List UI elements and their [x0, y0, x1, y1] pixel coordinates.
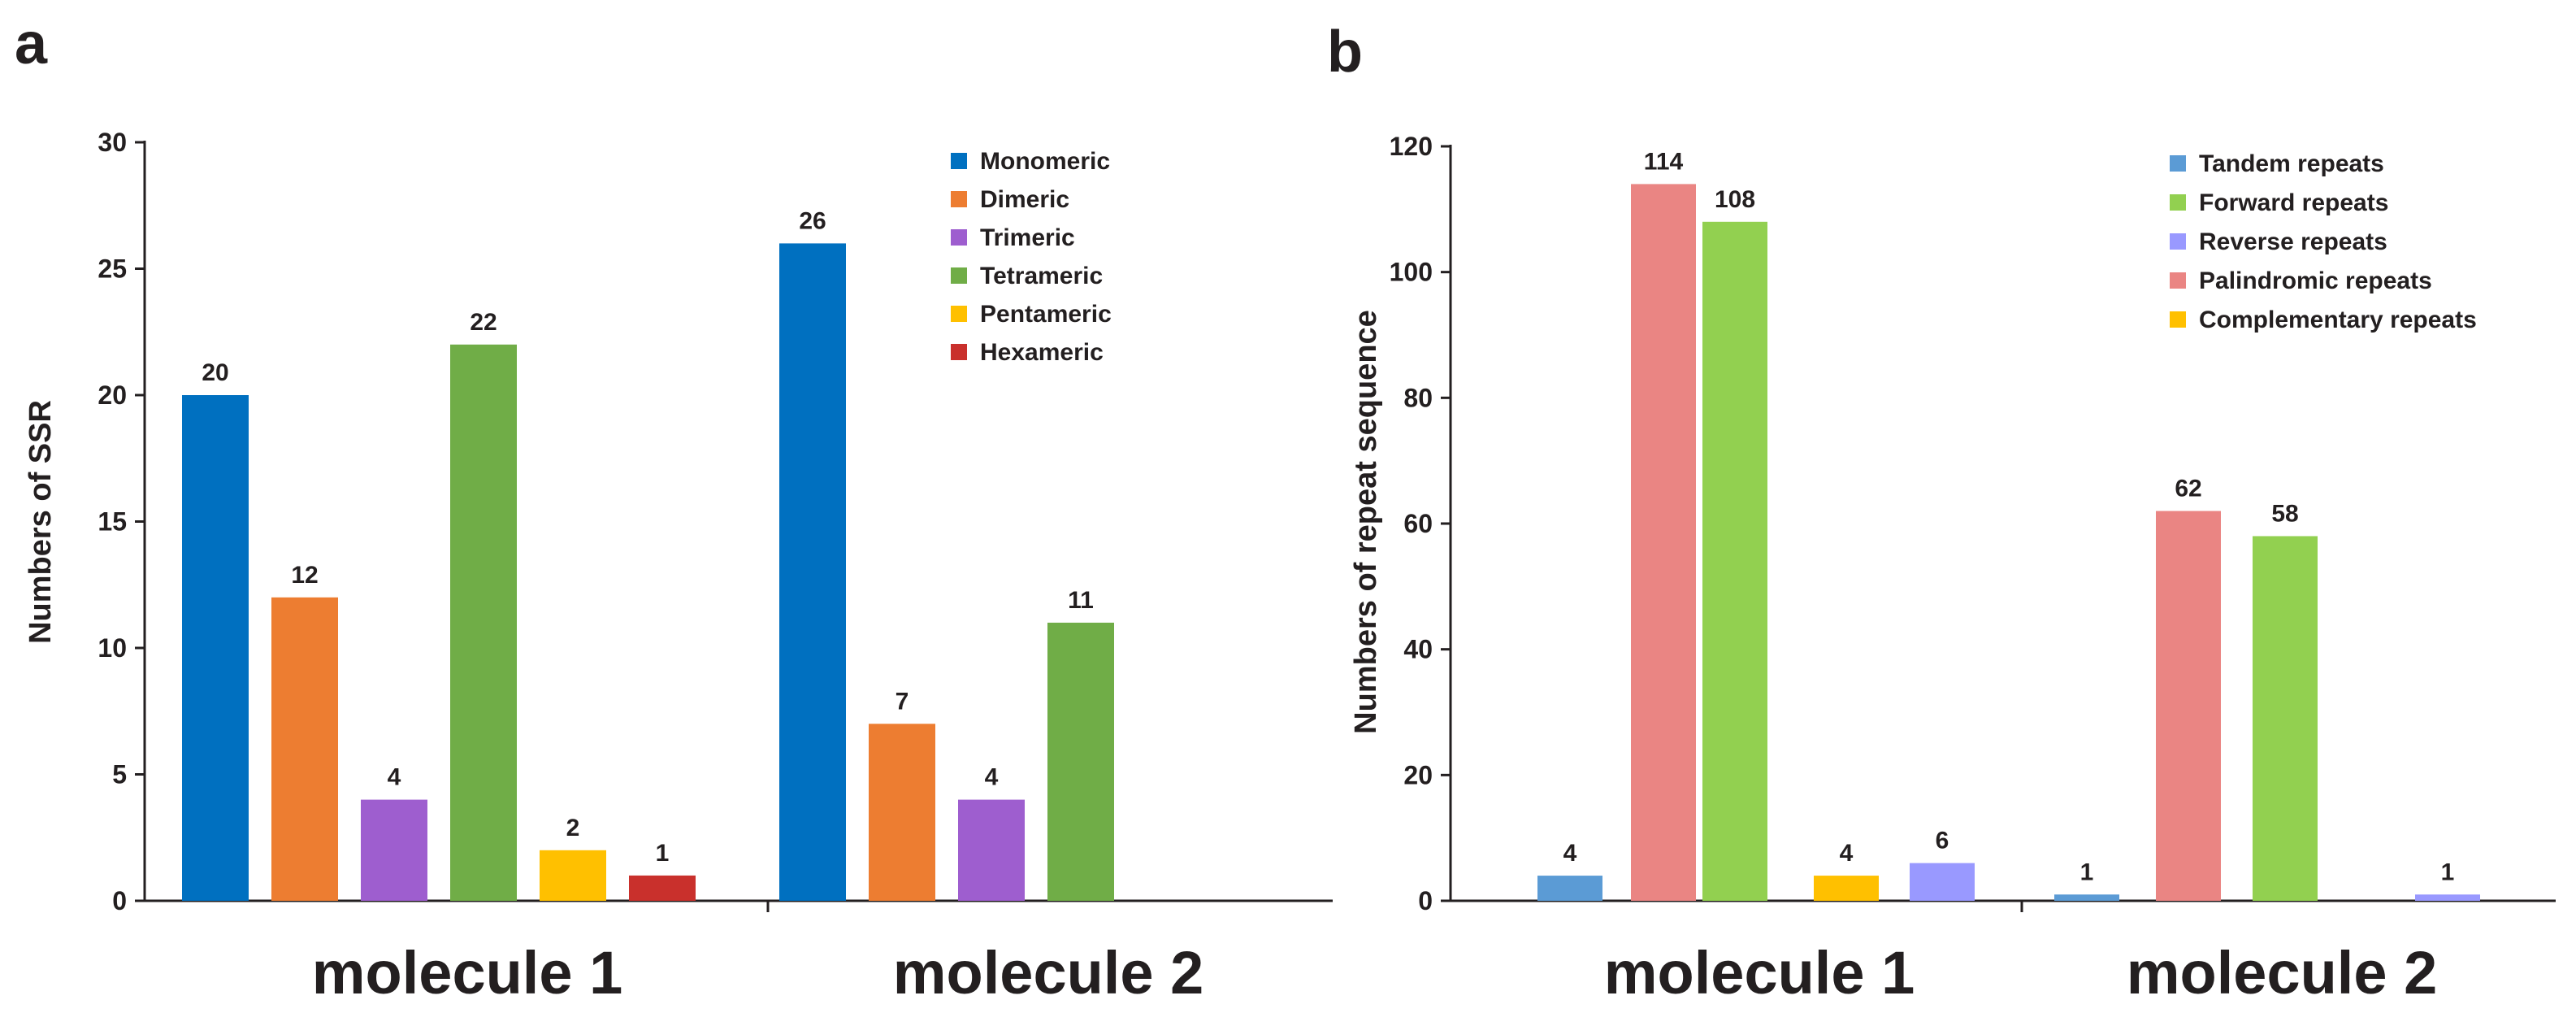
data-label: 4	[1563, 840, 1577, 867]
legend-swatch	[951, 267, 967, 284]
legend-swatch	[2170, 155, 2186, 172]
panel-label-b: b	[1327, 20, 1363, 85]
bar-hexameric	[629, 875, 696, 901]
y-tick-label: 30	[98, 128, 127, 157]
category-label: molecule 2	[893, 939, 1204, 1006]
legend-swatch	[2170, 194, 2186, 211]
legend-swatch	[951, 153, 967, 169]
data-label: 20	[202, 359, 228, 386]
y-tick-label: 5	[112, 760, 127, 789]
bar-tetrameric	[1047, 622, 1114, 901]
legend-swatch	[2170, 272, 2186, 289]
data-label: 11	[1068, 587, 1094, 614]
legend-entry: Complementary repeats	[2199, 306, 2477, 333]
bar-tandem-repeats	[2054, 894, 2119, 901]
legend-entry: Reverse repeats	[2199, 228, 2387, 255]
panel-label-a: a	[15, 11, 48, 76]
data-label: 4	[388, 764, 401, 791]
y-tick-label: 120	[1390, 132, 1433, 161]
legend-entry: Monomeric	[980, 148, 1110, 175]
bar-palindromic-repeats	[2156, 511, 2221, 901]
legend-swatch	[951, 229, 967, 246]
data-label: 12	[291, 562, 318, 589]
category-label: molecule 1	[1604, 939, 1915, 1006]
data-label: 6	[1936, 828, 1949, 854]
y-tick-label: 40	[1403, 635, 1433, 664]
data-label: 22	[470, 309, 497, 336]
bar-tandem-repeats	[1537, 876, 1602, 901]
data-label: 4	[985, 764, 999, 791]
data-label: 2	[566, 815, 580, 841]
bar-complementary-repeats	[1814, 876, 1879, 901]
legend-entry: Palindromic repeats	[2199, 267, 2432, 294]
legend-entry: Forward repeats	[2199, 189, 2388, 216]
legend-entry: Tandem repeats	[2199, 150, 2384, 177]
data-label: 1	[2441, 859, 2455, 885]
data-label: 4	[1840, 840, 1854, 867]
y-tick-label: 0	[112, 886, 127, 915]
y-tick-label: 60	[1403, 509, 1433, 538]
bar-tetrameric	[450, 344, 517, 901]
data-label: 62	[2175, 476, 2201, 502]
data-label: 108	[1715, 186, 1755, 213]
legend-entry: Dimeric	[980, 186, 1069, 213]
category-label: molecule 1	[312, 939, 623, 1006]
bar-trimeric	[958, 799, 1025, 901]
data-label: 58	[2271, 500, 2298, 527]
category-label: molecule 2	[2127, 939, 2438, 1006]
legend-swatch	[951, 344, 967, 360]
bar-dimeric	[271, 597, 338, 901]
y-tick-label: 80	[1403, 383, 1433, 412]
bar-monomeric	[182, 395, 249, 901]
data-label: 7	[896, 688, 909, 715]
bar-palindromic-repeats	[1631, 184, 1696, 901]
bar-forward-repeats	[1702, 221, 1767, 901]
bar-forward-repeats	[2253, 536, 2318, 901]
y-axis-title: Numbers of SSR	[24, 400, 58, 644]
bar-monomeric	[779, 243, 846, 901]
y-tick-label: 20	[98, 380, 127, 410]
data-label: 1	[2080, 859, 2094, 885]
legend-swatch	[2170, 233, 2186, 250]
data-label: 114	[1644, 148, 1684, 175]
y-tick-label: 15	[98, 507, 127, 537]
data-label: 1	[656, 840, 670, 867]
y-tick-label: 10	[98, 633, 127, 663]
y-tick-label: 25	[98, 254, 127, 284]
legend-swatch	[951, 306, 967, 322]
y-tick-label: 0	[1418, 886, 1433, 915]
legend-swatch	[951, 191, 967, 207]
bar-trimeric	[361, 799, 427, 901]
legend-entry: Trimeric	[980, 224, 1075, 251]
legend-entry: Pentameric	[980, 301, 1112, 328]
legend-entry: Tetrameric	[980, 263, 1103, 289]
bar-reverse-repeats	[2415, 894, 2480, 901]
y-tick-label: 20	[1403, 760, 1433, 789]
bar-pentameric	[540, 850, 606, 901]
y-tick-label: 100	[1390, 258, 1433, 287]
data-label: 26	[799, 207, 826, 234]
legend-entry: Hexameric	[980, 339, 1104, 366]
y-axis-title: Numbers of repeat sequence	[1349, 310, 1383, 734]
bar-reverse-repeats	[1910, 863, 1975, 901]
bar-dimeric	[869, 724, 935, 901]
legend-swatch	[2170, 311, 2186, 328]
